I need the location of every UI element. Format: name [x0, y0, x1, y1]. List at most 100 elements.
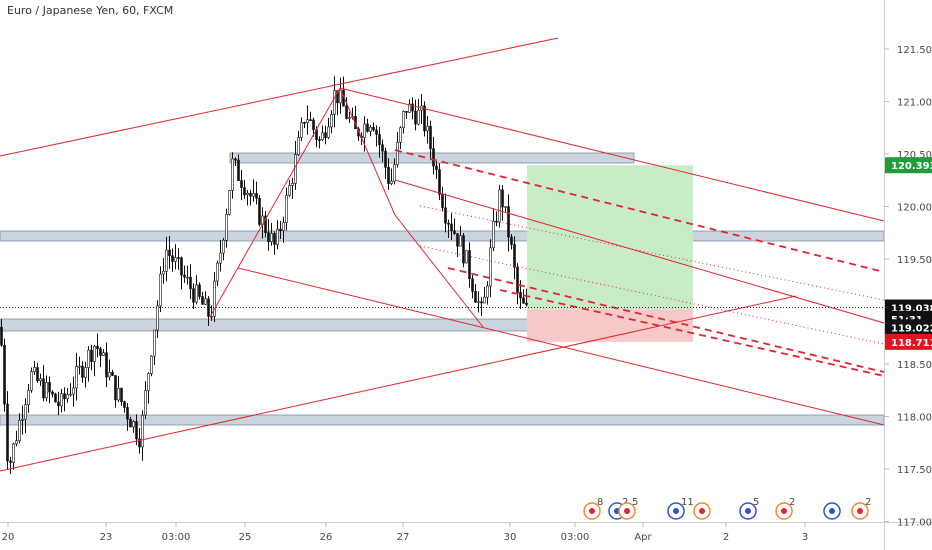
x-tick-label: 03:00: [162, 532, 191, 543]
candle-body: [438, 169, 441, 195]
candle-body: [396, 141, 399, 165]
x-tick-label: 2: [723, 532, 729, 543]
candle-body: [225, 214, 228, 241]
candle-body: [306, 119, 309, 124]
candle-body: [426, 125, 429, 132]
candle-body: [0, 326, 3, 346]
falling-channel-bottom: [237, 267, 885, 426]
candle-body: [258, 197, 261, 225]
candle-body: [348, 117, 351, 119]
candle-body: [126, 407, 129, 420]
candle-body: [147, 373, 150, 391]
candle-body: [384, 150, 387, 168]
candle-body: [267, 232, 270, 242]
candle-body: [246, 192, 249, 196]
candle-body: [21, 418, 24, 421]
candle-body: [99, 348, 102, 356]
candle-body: [525, 302, 528, 306]
candle-body: [402, 111, 405, 129]
candle-body: [228, 190, 231, 215]
x-tick-label: 25: [239, 532, 252, 543]
candle-body: [9, 460, 12, 463]
candle-body: [30, 371, 33, 391]
candle-body: [381, 144, 384, 152]
y-tick-label: 121.500: [897, 45, 932, 56]
zone-3: [0, 318, 599, 332]
event-badge-dot: [699, 508, 705, 514]
candle-body: [297, 137, 300, 155]
candle-body: [69, 393, 72, 396]
candle-body: [336, 90, 339, 104]
candle-body: [507, 206, 510, 238]
event-badge-dot: [589, 508, 595, 514]
candle-body: [375, 129, 378, 135]
candle-body: [369, 127, 372, 132]
candle-body: [399, 127, 402, 143]
candle-body: [264, 215, 267, 233]
dotted-line-1: [419, 205, 885, 301]
y-tick-label: 120.500: [897, 150, 932, 161]
candle-body: [27, 389, 30, 406]
candle-body: [435, 165, 438, 170]
candle-body: [363, 123, 366, 138]
x-tick-label: 30: [504, 532, 517, 543]
candle-body: [105, 352, 108, 378]
candle-body: [12, 443, 15, 463]
candle-body: [429, 125, 432, 149]
price-tag-bg: [885, 319, 932, 336]
event-badge-count: 5: [632, 497, 638, 508]
candle-body: [204, 298, 207, 305]
candle-body: [255, 193, 258, 199]
candle-body: [492, 220, 495, 249]
lower-channel-line: [0, 295, 797, 472]
candle-body: [102, 352, 105, 356]
x-axis-ticks: 20 23 03:00 25 26 27 30 03:00 Apr 2 3: [2, 522, 808, 543]
candle-body: [213, 280, 216, 317]
candle-body: [345, 105, 348, 119]
zone-2: [0, 230, 885, 242]
candle-body: [516, 267, 519, 293]
candle-body: [72, 387, 75, 395]
candle-body: [114, 375, 117, 401]
candle-body: [6, 403, 9, 462]
candle-body: [135, 421, 138, 440]
candle-body: [372, 127, 375, 131]
profit-zone: [527, 165, 693, 310]
candle-body: [333, 90, 336, 115]
candle-body: [174, 257, 177, 262]
candle-body: [219, 252, 222, 264]
candle-body: [327, 126, 330, 138]
candle-body: [36, 367, 39, 382]
y-tick-label: 117.500: [897, 465, 932, 476]
chart-title: Euro / Japanese Yen, 60, FXCM: [7, 4, 173, 17]
candle-body: [279, 228, 282, 231]
candle-body: [480, 301, 483, 304]
candle-body: [321, 132, 324, 141]
candle-body: [504, 206, 507, 208]
candle-body: [513, 244, 516, 268]
y-tick-label: 120.000: [897, 203, 932, 214]
candle-body: [87, 349, 90, 368]
x-tick-label: 27: [397, 532, 410, 543]
candle-body: [234, 158, 237, 161]
candle-body: [108, 372, 111, 378]
price-tag-label: 120.393: [891, 161, 932, 172]
event-badges[interactable]: 82511522: [583, 497, 871, 520]
candle-body: [63, 393, 66, 400]
price-tag-bg: [885, 157, 932, 174]
x-tick-label: 03:00: [561, 532, 590, 543]
candle-body: [180, 257, 183, 276]
rally-leg: [209, 87, 341, 318]
candle-body: [186, 276, 189, 279]
candle-body: [33, 367, 36, 372]
y-axis-ticks: 121.500 121.000 120.500 120.000 119.500 119.0…: [884, 45, 932, 529]
candle-body: [405, 111, 408, 113]
candle-body: [453, 230, 456, 234]
trend-drawings[interactable]: [0, 37, 885, 472]
price-tag-bg: [885, 333, 932, 350]
candle-body: [324, 132, 327, 138]
candle-body: [249, 192, 252, 197]
candle-body: [411, 103, 414, 112]
